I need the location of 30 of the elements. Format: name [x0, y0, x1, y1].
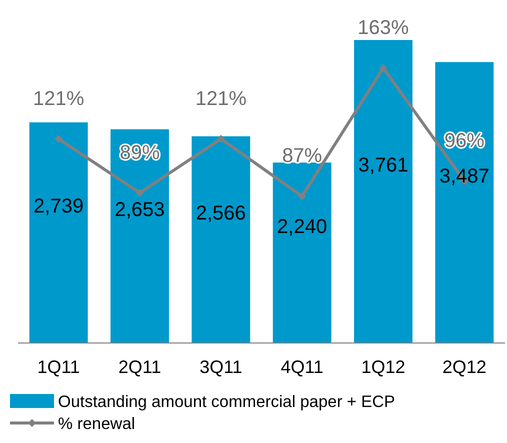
point [298, 192, 306, 200]
x-tick-label: 2Q11 [118, 357, 162, 377]
data-label: 87% [282, 145, 322, 168]
data-label: 89% [120, 142, 160, 164]
point [54, 134, 63, 143]
data-label: 121% [195, 88, 247, 110]
legend-label: Outstanding amount commercial paper + ECP [58, 393, 396, 411]
x-tick-label: 2Q12 [442, 357, 486, 377]
point [136, 188, 144, 197]
x-tick-label: 3Q11 [200, 357, 242, 377]
data-label: 3,761 [358, 154, 408, 176]
point [216, 134, 225, 143]
data-label: 163% [358, 17, 410, 39]
data-label: 96% [444, 130, 485, 152]
bar [29, 122, 88, 343]
x-tick-label: 4Q11 [280, 357, 324, 377]
point [379, 64, 388, 72]
data-label: 2,653 [114, 199, 165, 222]
bar [354, 40, 412, 343]
data-label: 2,739 [34, 196, 84, 218]
x-tick-label: 1Q12 [361, 357, 406, 377]
data-label: 2,566 [196, 202, 246, 225]
x-tick-label: 1Q11 [37, 357, 80, 377]
bar [272, 162, 332, 343]
bar [435, 62, 494, 343]
legend-label: % renewal [58, 415, 136, 433]
bar [110, 129, 169, 343]
data-label: 2,240 [277, 216, 328, 238]
bar [192, 136, 250, 343]
data-label: 121% [33, 88, 84, 110]
